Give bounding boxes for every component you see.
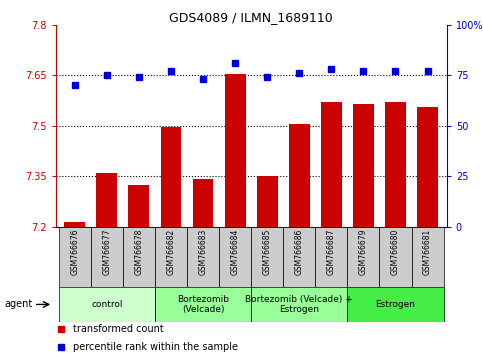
Bar (315, 227, 347, 287)
Bar (347, 227, 380, 287)
Bar (283, 227, 315, 287)
Text: GSM766684: GSM766684 (230, 228, 240, 275)
Bar (193, 179, 213, 227)
Bar (160, 127, 182, 227)
Text: GSM766676: GSM766676 (71, 228, 79, 275)
Text: GSM766683: GSM766683 (199, 228, 208, 275)
Text: GSM766678: GSM766678 (134, 228, 143, 275)
Bar (251, 227, 283, 287)
Text: control: control (91, 300, 123, 309)
Text: GSM766685: GSM766685 (263, 228, 272, 275)
Text: transformed count: transformed count (73, 324, 164, 334)
Bar (380, 227, 412, 287)
Bar (225, 74, 245, 227)
Bar (417, 107, 438, 227)
Text: GSM766680: GSM766680 (391, 228, 400, 275)
Bar (347, 287, 443, 322)
Bar (385, 102, 406, 227)
Text: Bortezomib
(Velcade): Bortezomib (Velcade) (177, 295, 229, 314)
Text: GSM766677: GSM766677 (102, 228, 112, 275)
Text: Bortezomib (Velcade) +
Estrogen: Bortezomib (Velcade) + Estrogen (245, 295, 353, 314)
Bar (251, 287, 347, 322)
Bar (155, 227, 187, 287)
Bar (123, 227, 155, 287)
Text: Estrogen: Estrogen (375, 300, 415, 309)
Bar (155, 287, 251, 322)
Bar (257, 176, 278, 227)
Bar (187, 227, 219, 287)
Text: GSM766679: GSM766679 (359, 228, 368, 275)
Bar (59, 227, 91, 287)
Text: agent: agent (5, 299, 33, 309)
Text: percentile rank within the sample: percentile rank within the sample (73, 342, 238, 352)
Bar (97, 173, 117, 227)
Bar (219, 227, 251, 287)
Text: GSM766681: GSM766681 (423, 228, 432, 275)
Bar (321, 102, 342, 227)
Bar (64, 222, 85, 227)
Text: GSM766686: GSM766686 (295, 228, 304, 275)
Bar (91, 227, 123, 287)
Bar (128, 184, 149, 227)
Text: GSM766687: GSM766687 (327, 228, 336, 275)
Bar (412, 227, 443, 287)
Text: GSM766682: GSM766682 (167, 228, 175, 275)
Bar (353, 104, 374, 227)
Bar (289, 124, 310, 227)
Bar (59, 287, 155, 322)
Title: GDS4089 / ILMN_1689110: GDS4089 / ILMN_1689110 (169, 11, 333, 24)
